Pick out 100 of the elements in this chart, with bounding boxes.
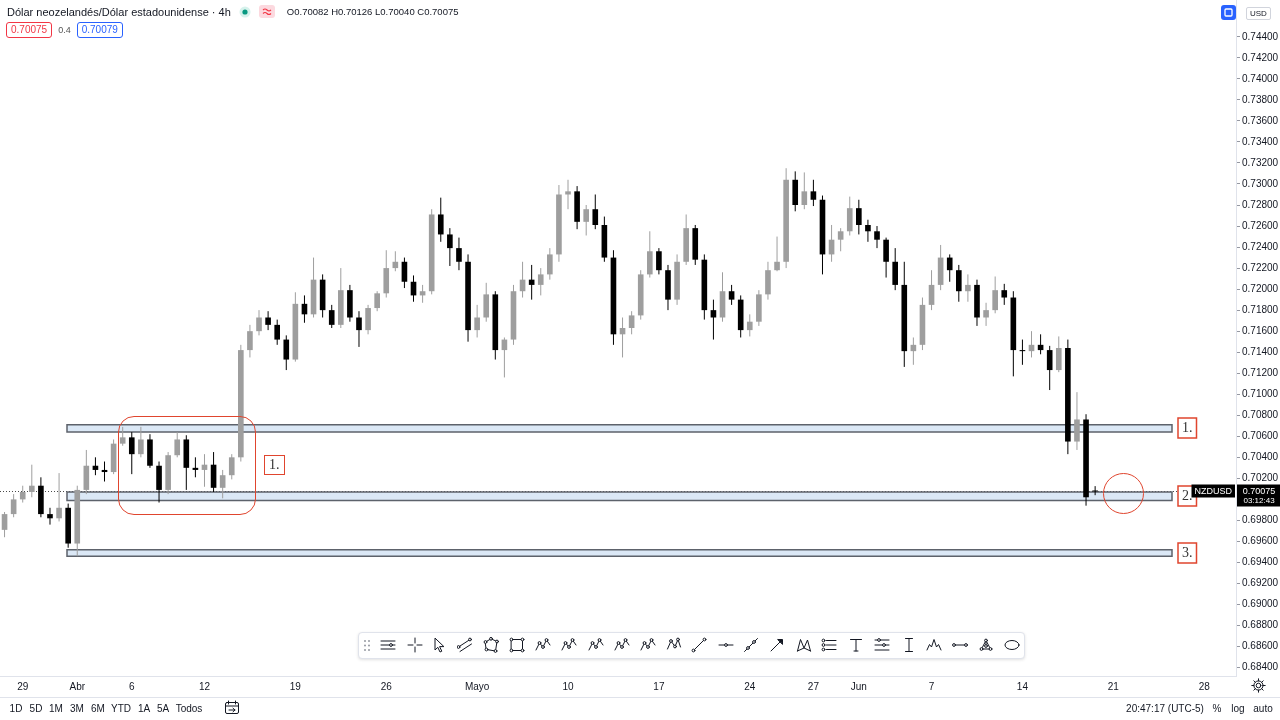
y-tick-label: 0.69800 xyxy=(1242,514,1279,526)
text: Todos xyxy=(175,703,203,714)
x-tick-label: 17 xyxy=(653,680,665,692)
candlestick xyxy=(883,237,889,279)
candlestick xyxy=(1001,283,1008,306)
ref-line-label: NZDUSD xyxy=(1194,485,1233,496)
candlestick xyxy=(992,276,998,314)
y-tick-label: 0.73000 xyxy=(1242,177,1279,189)
y-tick-label: 0.70200 xyxy=(1242,472,1279,484)
annotation: O0.70082 H0.70126 L0.70040 C0.70075 xyxy=(286,6,459,17)
x-tick-label: 6 xyxy=(129,680,135,692)
y-tick-label: 0.72200 xyxy=(1242,261,1279,273)
text: Dólar neozelandés/Dólar estadounidense · 4h xyxy=(7,5,231,18)
candlestick xyxy=(138,426,144,458)
annotation: 0.4 xyxy=(58,25,71,35)
y-tick-label: 0.72000 xyxy=(1242,282,1279,294)
text: auto xyxy=(1253,703,1273,714)
annotation: 0.70075 xyxy=(6,22,53,38)
candlestick xyxy=(583,204,590,236)
y-tick-label: 0.68800 xyxy=(1242,619,1279,631)
y-tick-label: 0.69000 xyxy=(1242,598,1279,610)
text: log xyxy=(1231,703,1245,714)
y-tick-label: 0.71200 xyxy=(1242,366,1279,378)
candlestick xyxy=(965,273,971,303)
text: 5D xyxy=(29,703,43,714)
x-tick-label: 27 xyxy=(807,680,820,692)
candlestick xyxy=(1055,335,1062,373)
candlestick xyxy=(119,426,126,447)
candlestick xyxy=(328,304,335,329)
x-tick-label: 10 xyxy=(562,680,575,692)
text: 03:12:43 xyxy=(1243,496,1276,506)
band-label: 2. xyxy=(1182,488,1193,504)
text: 5A xyxy=(156,703,170,714)
y-tick-label: 0.74200 xyxy=(1242,51,1279,63)
candlestick xyxy=(1046,345,1053,391)
candlestick xyxy=(656,247,662,275)
x-tick-label: 21 xyxy=(1107,680,1120,692)
text: 0.70075 xyxy=(1242,485,1276,496)
y-tick-label: 0.72400 xyxy=(1242,240,1279,252)
candlestick xyxy=(1092,485,1098,496)
x-tick-label: 7 xyxy=(928,680,935,692)
y-tick-label: 0.68600 xyxy=(1242,640,1279,652)
candlestick xyxy=(483,282,490,323)
candlestick xyxy=(983,302,989,327)
candlestick xyxy=(728,284,735,306)
y-tick-label: 0.69600 xyxy=(1242,535,1279,547)
text: 6M xyxy=(91,703,105,714)
y-tick-label: 0.69200 xyxy=(1242,577,1279,589)
candlestick xyxy=(274,319,281,346)
y-tick-label: 0.69400 xyxy=(1242,556,1279,568)
candlestick xyxy=(810,179,817,207)
candlestick xyxy=(774,236,780,272)
y-tick-label: 0.73400 xyxy=(1242,135,1279,147)
candlestick xyxy=(265,310,271,331)
x-tick-label: Mayo xyxy=(464,680,490,692)
text: YTD xyxy=(111,703,131,714)
text: 20:47:17 (UTC-5) xyxy=(1126,703,1204,714)
text: USD xyxy=(1246,7,1271,20)
y-tick-label: 0.68400 xyxy=(1242,661,1279,673)
annotation: 0.70079 xyxy=(76,22,123,38)
candlestick xyxy=(28,464,35,498)
text: % xyxy=(1212,703,1222,714)
band-label: 3. xyxy=(1182,545,1193,561)
y-tick-label: 0.74400 xyxy=(1242,30,1279,42)
candlestick xyxy=(592,194,599,230)
y-tick-label: 0.70600 xyxy=(1242,430,1279,442)
candlestick xyxy=(256,309,262,336)
candlestick xyxy=(565,179,571,210)
x-tick-label: 14 xyxy=(1016,680,1029,692)
candlestick xyxy=(646,230,653,279)
candlestick xyxy=(537,267,544,296)
candlestick xyxy=(474,304,480,338)
y-tick-label: 0.71800 xyxy=(1242,303,1279,315)
candlestick xyxy=(365,304,371,335)
candlestick xyxy=(946,253,953,283)
annotation: 1. xyxy=(264,455,285,475)
candlestick xyxy=(228,453,235,480)
y-tick-label: 0.73800 xyxy=(1242,93,1279,105)
y-tick-label: 0.72600 xyxy=(1242,219,1279,231)
y-tick-label: 0.72800 xyxy=(1242,198,1279,210)
candlestick xyxy=(47,507,53,526)
candlestick xyxy=(128,431,135,475)
x-tick-label: Abr xyxy=(69,680,86,692)
candlestick xyxy=(865,219,871,243)
y-tick-label: 0.74000 xyxy=(1242,72,1279,84)
x-tick-label: 28 xyxy=(1198,680,1211,692)
candlestick xyxy=(56,472,62,522)
y-tick-label: 0.73600 xyxy=(1242,114,1279,126)
candlestick xyxy=(219,469,226,499)
candlestick xyxy=(1,511,8,538)
x-tick-label: Jun xyxy=(850,680,867,692)
x-tick-label: 26 xyxy=(380,680,393,692)
text: 1D xyxy=(9,703,23,714)
x-tick-label: 12 xyxy=(198,680,211,692)
x-tick-label: 19 xyxy=(289,680,302,692)
y-tick-label: 0.73200 xyxy=(1242,156,1279,168)
text: 1M xyxy=(49,703,63,714)
candlestick xyxy=(174,431,181,458)
candlestick xyxy=(801,171,808,210)
candlestick xyxy=(846,196,853,236)
